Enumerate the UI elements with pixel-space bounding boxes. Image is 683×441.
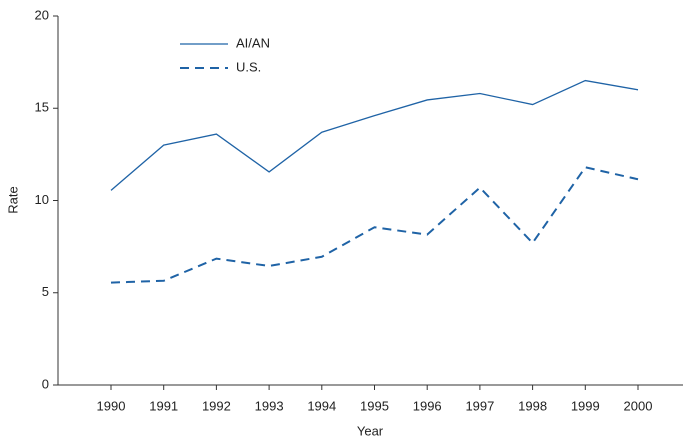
x-tick-label: 1993 bbox=[255, 398, 284, 413]
x-tick-label: 1999 bbox=[571, 398, 600, 413]
y-tick-label: 5 bbox=[42, 284, 49, 299]
y-tick-label: 20 bbox=[35, 7, 49, 22]
x-axis-title: Year bbox=[357, 423, 384, 438]
legend-label: AI/AN bbox=[236, 35, 270, 50]
x-tick-label: 1992 bbox=[202, 398, 231, 413]
y-tick-label: 10 bbox=[35, 192, 49, 207]
x-tick-label: 1998 bbox=[518, 398, 547, 413]
x-tick-label: 1995 bbox=[360, 398, 389, 413]
series-line bbox=[110, 166, 639, 284]
x-tick-label: 1997 bbox=[465, 398, 494, 413]
x-tick-label: 1991 bbox=[149, 398, 178, 413]
x-tick-label: 1994 bbox=[307, 398, 336, 413]
y-tick-label: 15 bbox=[35, 100, 49, 115]
series-line bbox=[110, 79, 639, 191]
legend-label: U.S. bbox=[236, 59, 261, 74]
x-tick-label: 1990 bbox=[97, 398, 126, 413]
y-tick-label: 0 bbox=[42, 376, 49, 391]
x-tick-label: 1996 bbox=[413, 398, 442, 413]
x-tick-label: 2000 bbox=[624, 398, 653, 413]
y-axis-title: Rate bbox=[5, 186, 20, 213]
